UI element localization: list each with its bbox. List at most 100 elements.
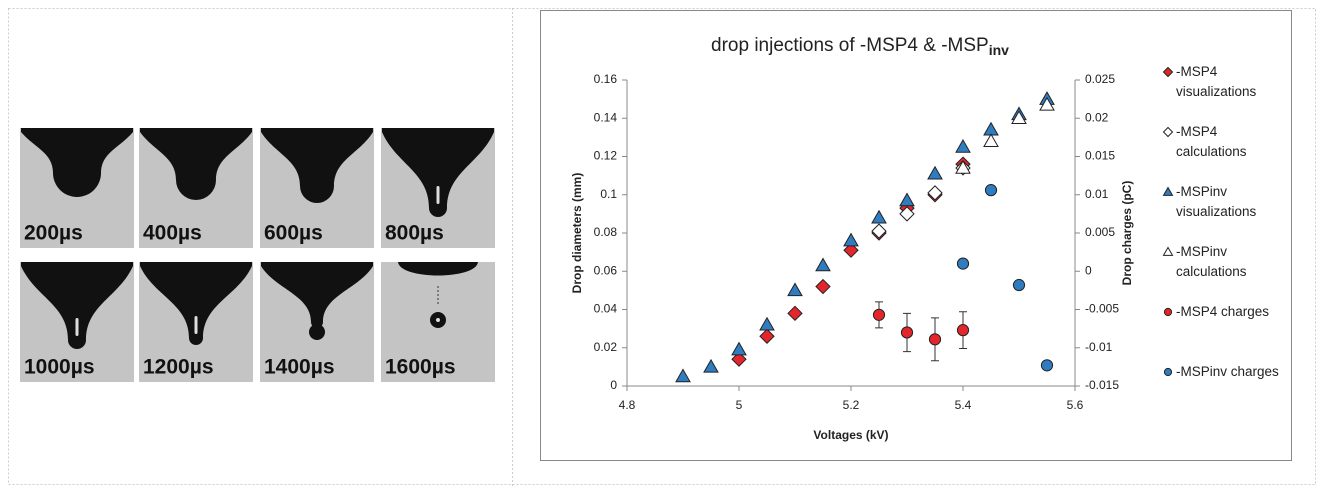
image-tile: 1400µs: [260, 262, 374, 382]
triangle-marker: [1162, 186, 1174, 196]
y2-tick-label: 0.015: [1085, 149, 1115, 163]
circle-marker: [1012, 278, 1026, 292]
y-tick-label: 0.1: [600, 187, 617, 201]
droplet: [140, 262, 252, 345]
legend-entry: -MSP4 calculations: [1176, 124, 1247, 159]
image-label: 200µs: [24, 222, 83, 245]
chart-title: drop injections of -MSP4 & -MSPinv: [711, 35, 1009, 58]
image-label: 1600µs: [385, 356, 456, 379]
y2-tick-label: 0.005: [1085, 225, 1115, 239]
legend-entry: -MSPinv calculations: [1176, 244, 1247, 279]
circle-marker: [956, 324, 970, 337]
y2-tick-label: 0: [1085, 263, 1092, 277]
circle-marker: [1040, 359, 1054, 372]
image-tile: 200µs: [20, 128, 134, 248]
image-tile: 800µs: [381, 128, 495, 248]
y-tick-label: 0.06: [594, 263, 618, 277]
frame: [8, 8, 1316, 485]
triangle-marker: [899, 192, 915, 207]
triangle-marker: [927, 165, 943, 180]
y-tick-label: 0: [610, 378, 617, 392]
image-label: 1400µs: [264, 356, 335, 379]
y-tick-label: 0.14: [594, 110, 618, 124]
triangle-marker: [955, 159, 971, 174]
triangle-marker: [675, 368, 691, 383]
diamond-marker: [899, 206, 915, 222]
y2-tick-label: 0.025: [1085, 72, 1115, 86]
circle-marker: [1163, 307, 1173, 317]
x-tick-label: 4.8: [619, 398, 636, 412]
y2-tick-label: -0.015: [1085, 378, 1119, 392]
circle-marker: [872, 308, 886, 321]
x-axis-label: Voltages (kV): [813, 428, 888, 442]
image-tile: 1200µs: [139, 262, 253, 382]
legend-entry: -MSP4 charges: [1176, 304, 1270, 319]
title-main: drop injections of -MSP4 & -MSP: [711, 35, 989, 56]
image-label: 1000µs: [24, 356, 95, 379]
circle-marker: [984, 184, 998, 197]
x-tick-label: 5: [736, 398, 743, 412]
diamond-marker: [871, 223, 887, 239]
diamond-marker: [927, 185, 943, 201]
x-tick-label: 5.4: [955, 398, 972, 412]
y2-tick-label: 0.01: [1085, 187, 1109, 201]
y2-tick-label: 0.02: [1085, 110, 1109, 124]
droplet: [382, 128, 494, 217]
image-tile: 400µs: [139, 128, 253, 248]
droplet-highlight: [436, 186, 440, 204]
circle-marker: [956, 257, 970, 270]
circle-marker: [900, 326, 914, 339]
title-subscript: inv: [989, 42, 1009, 58]
triangle-marker: [1162, 246, 1174, 256]
droplet-highlight: [75, 318, 79, 336]
image-label: 400µs: [143, 222, 202, 245]
droplet: [140, 128, 252, 200]
diamond-marker: [843, 242, 859, 258]
triangle-marker: [703, 358, 719, 373]
triangle-marker: [1039, 96, 1055, 111]
diamond-marker: [759, 328, 775, 344]
triangle-marker: [955, 138, 971, 153]
droplet: [261, 262, 373, 328]
droplet: [21, 128, 133, 197]
droplet-highlight: [194, 316, 198, 334]
droplet-shine: [436, 318, 440, 322]
diamond-marker: [1162, 126, 1174, 138]
y-tick-label: 0.16: [594, 72, 618, 86]
diamond-marker: [1162, 66, 1174, 78]
image-tile: 1000µs: [20, 262, 134, 382]
droplet: [261, 128, 373, 203]
y2-axis-label: Drop charges (pC): [1120, 181, 1134, 286]
y2-tick-label: -0.005: [1085, 302, 1119, 316]
triangle-marker: [815, 257, 831, 272]
droplet: [398, 262, 478, 276]
x-tick-label: 5.2: [843, 398, 860, 412]
y-axis-label: Drop diameters (mm): [570, 173, 584, 294]
triangle-marker: [759, 316, 775, 331]
image-tile: 1600µs: [381, 262, 495, 382]
image-label: 600µs: [264, 222, 323, 245]
triangle-marker: [983, 133, 999, 147]
legend-entry: -MSPinv visualizations: [1176, 184, 1257, 219]
triangle-marker: [787, 282, 803, 297]
y-tick-label: 0.12: [594, 149, 618, 163]
image-label: 800µs: [385, 222, 444, 245]
image-tile: 600µs: [260, 128, 374, 248]
y-tick-label: 0.04: [594, 302, 618, 316]
droplet: [21, 262, 133, 349]
x-tick-label: 5.6: [1067, 398, 1084, 412]
legend-entry: -MSPinv charges: [1176, 364, 1279, 379]
triangle-marker: [843, 232, 859, 247]
triangle-marker: [731, 341, 747, 356]
legend-entry: -MSP4 visualizations: [1176, 64, 1257, 99]
y2-tick-label: -0.01: [1085, 340, 1113, 354]
triangle-marker: [871, 209, 887, 224]
diamond-marker: [787, 305, 803, 322]
y-tick-label: 0.08: [594, 225, 618, 239]
triangle-marker: [1011, 110, 1027, 124]
y-tick-label: 0.02: [594, 340, 618, 354]
diamond-marker: [815, 278, 831, 295]
circle-marker: [928, 333, 942, 346]
